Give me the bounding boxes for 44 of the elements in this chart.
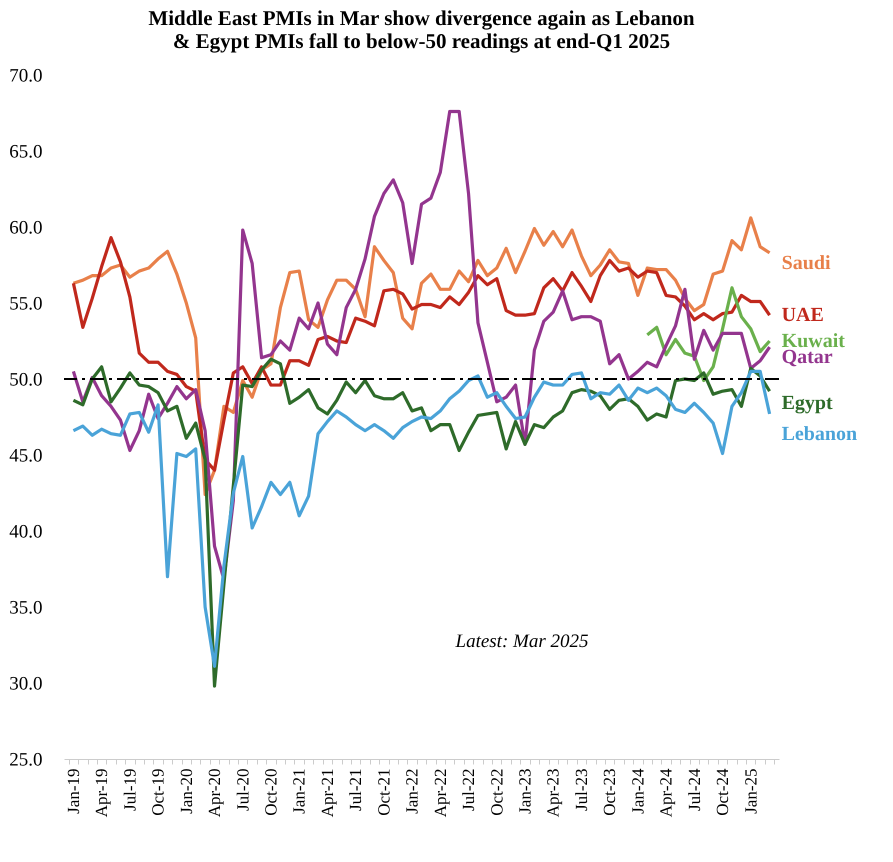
x-tick-label: Oct-23 [600,768,620,816]
x-tick-label: Apr-21 [318,768,337,818]
annotation: Latest: Mar 2025 [454,631,588,652]
x-tick-label: Jul-19 [120,768,140,811]
x-tick-label: Oct-21 [374,768,394,816]
x-tick-label: Jul-24 [684,768,704,811]
line-series [72,236,772,472]
y-tick-label: 25.0 [9,750,42,770]
x-tick-label: Jan-21 [290,768,309,814]
y-tick-label: 55.0 [9,294,42,314]
x-tick-label: Apr-24 [656,768,676,818]
x-tick-label: Jan-25 [741,768,760,814]
y-tick-label: 35.0 [9,598,42,618]
y-tick-label: 40.0 [9,522,42,542]
y-tick-label: 50.0 [9,370,42,390]
x-tick-label: Jul-23 [572,768,591,811]
y-tick-label: 30.0 [9,674,42,694]
x-tick-label: Oct-20 [261,768,280,816]
x-tick-label: Oct-24 [713,768,732,816]
x-tick-label: Jul-20 [233,768,252,811]
y-tick-label: 60.0 [9,218,42,238]
series-label: Lebanon [782,422,858,445]
series-label: Saudi [782,252,831,274]
x-tick-label: Jul-21 [346,768,366,811]
series-label: Qatar [782,346,833,368]
x-tick-label: Jan-24 [628,768,648,814]
x-tick-label: Oct-19 [148,768,168,816]
x-tick-label: Oct-22 [487,768,506,816]
y-tick-label: 45.0 [9,446,42,466]
x-tick-label: Jan-20 [176,768,196,814]
x-tick-label: Apr-22 [430,768,450,818]
text: & Egypt PMIs fall to below-50 readings at end-Q1 2025 [172,29,670,53]
x-tick-label: Jan-23 [515,768,534,814]
x-tick-label: Apr-19 [92,768,112,818]
series-label: Egypt [782,392,834,414]
y-tick-label: 65.0 [9,142,42,162]
x-tick-label: Jan-22 [402,768,422,814]
text: Middle East PMIs in Mar show divergence again as Lebanon [148,6,695,30]
x-tick-label: Jan-19 [64,768,83,814]
x-tick-label: Apr-20 [205,768,224,818]
x-tick-label: Jul-22 [459,768,478,811]
series-label: UAE [782,304,824,326]
x-tick-label: Apr-23 [544,768,563,818]
y-tick-label: 70.0 [9,66,42,86]
